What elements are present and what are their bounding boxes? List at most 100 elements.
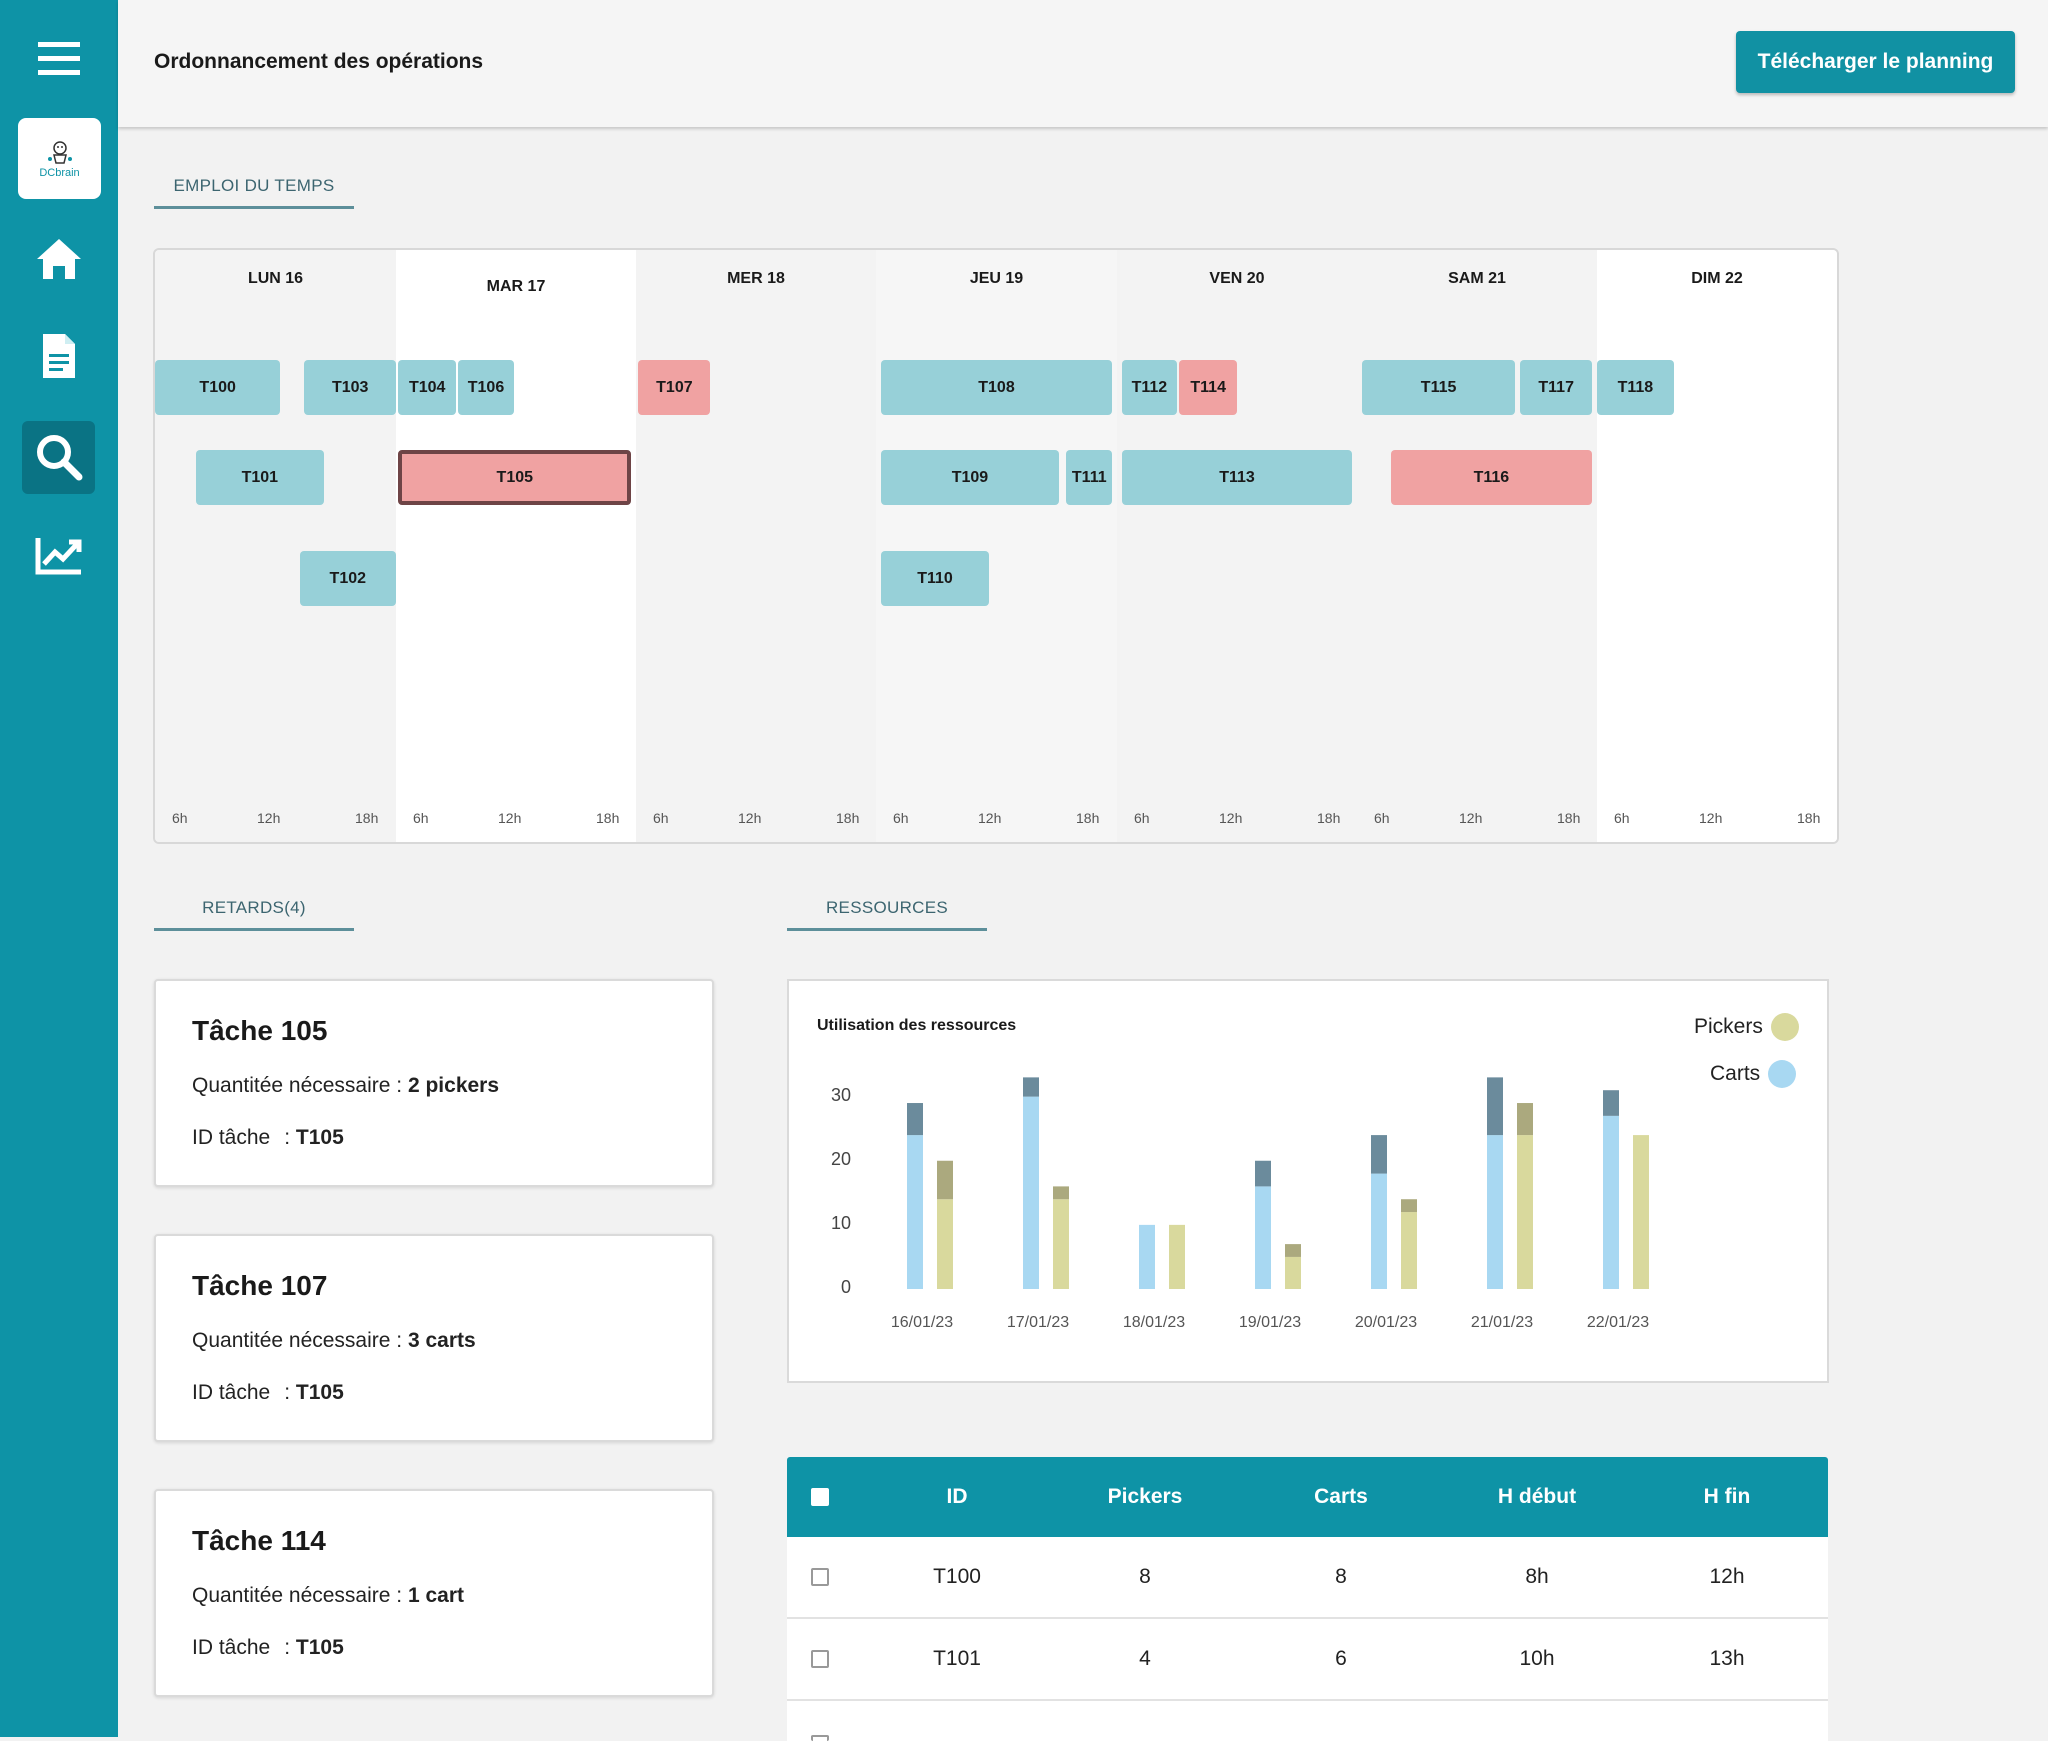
day-label: MER 18 bbox=[727, 270, 785, 287]
legend-pickers: Pickers bbox=[1694, 1013, 1799, 1041]
delay-card-quantity: Quantitée nécessaire : 2 pickers bbox=[192, 1074, 499, 1098]
day-column: VEN 20 6h 12h 18h bbox=[1117, 250, 1357, 842]
table-row[interactable]: T101 4 6 10h 13h bbox=[787, 1619, 1828, 1701]
hour-tick: 6h bbox=[1134, 810, 1150, 826]
day-column: MER 18 6h 12h 18h bbox=[636, 250, 876, 842]
task-t101[interactable]: T101 bbox=[195, 450, 324, 505]
id-separator: : bbox=[284, 1126, 291, 1149]
hour-tick: 6h bbox=[893, 810, 909, 826]
task-t115[interactable]: T115 bbox=[1361, 360, 1516, 415]
delay-card[interactable]: Tâche 107 Quantitée nécessaire : 3 carts I… bbox=[154, 1234, 714, 1442]
task-t117[interactable]: T117 bbox=[1520, 360, 1593, 415]
task-t107[interactable]: T107 bbox=[638, 360, 711, 415]
hour-tick: 12h bbox=[1459, 810, 1483, 826]
task-t111[interactable]: T111 bbox=[1066, 450, 1113, 505]
delay-card-id: ID tâche: T105 bbox=[192, 1381, 344, 1405]
hour-tick: 6h bbox=[653, 810, 669, 826]
bar-pickers bbox=[1285, 1256, 1301, 1289]
bar-carts bbox=[1603, 1115, 1619, 1289]
home-icon[interactable] bbox=[0, 234, 118, 284]
legend-pickers-label: Pickers bbox=[1694, 1015, 1763, 1038]
x-tick: 20/01/23 bbox=[1354, 1314, 1418, 1331]
task-t114[interactable]: T114 bbox=[1179, 360, 1237, 415]
task-t106[interactable]: T106 bbox=[458, 360, 514, 415]
bar-pickers-overflow bbox=[1517, 1103, 1533, 1136]
bar-carts-overflow bbox=[907, 1103, 923, 1136]
select-all-checkbox[interactable] bbox=[805, 1457, 835, 1537]
x-tick: 21/01/23 bbox=[1470, 1314, 1534, 1331]
table-header: ID Pickers Carts H début H fin bbox=[787, 1457, 1828, 1537]
bar-carts bbox=[1139, 1224, 1155, 1289]
task-t103[interactable]: T103 bbox=[304, 360, 396, 415]
search-active-bg bbox=[22, 421, 95, 494]
day-label: DIM 22 bbox=[1691, 270, 1743, 287]
x-tick: 19/01/23 bbox=[1238, 1314, 1302, 1331]
search-icon[interactable] bbox=[0, 432, 118, 482]
delay-card[interactable]: Tâche 114 Quantitée nécessaire : 1 cart ID… bbox=[154, 1489, 714, 1697]
hour-tick: 12h bbox=[978, 810, 1002, 826]
carts-dot bbox=[1768, 1060, 1797, 1088]
hour-tick: 12h bbox=[1219, 810, 1243, 826]
resource-chart: Utilisation des ressources Pickers Carts… bbox=[787, 979, 1829, 1383]
legend-carts: Carts bbox=[1710, 1060, 1797, 1088]
table-row[interactable]: T100 8 8 8h 12h bbox=[787, 1537, 1828, 1619]
day-column: LUN 16 6h 12h 18h bbox=[155, 250, 396, 842]
header-pickers[interactable]: Pickers bbox=[1107, 1485, 1183, 1508]
bar-pickers bbox=[937, 1199, 953, 1289]
tab-resources[interactable]: RESSOURCES bbox=[787, 898, 987, 931]
quantity-label: Quantitée nécessaire : bbox=[192, 1329, 403, 1352]
hour-tick: 18h bbox=[1317, 810, 1341, 826]
delay-card[interactable]: Tâche 105 Quantitée nécessaire : 2 picker… bbox=[154, 979, 714, 1187]
chart-title: Utilisation des ressources bbox=[817, 1017, 1017, 1034]
hour-tick: 6h bbox=[413, 810, 429, 826]
delay-card-quantity: Quantitée nécessaire : 3 carts bbox=[192, 1329, 476, 1353]
row-checkbox[interactable] bbox=[805, 1619, 835, 1699]
tab-delays[interactable]: RETARDS(4) bbox=[154, 898, 354, 931]
row-checkbox[interactable] bbox=[805, 1537, 835, 1617]
tab-schedule[interactable]: EMPLOI DU TEMPS bbox=[154, 176, 354, 209]
x-tick: 18/01/23 bbox=[1122, 1314, 1186, 1331]
x-tick: 17/01/23 bbox=[1006, 1314, 1070, 1331]
table-cell: 8 bbox=[1139, 1565, 1151, 1588]
task-t105[interactable]: T105 bbox=[398, 450, 632, 505]
robot-icon bbox=[47, 140, 72, 164]
id-value: T105 bbox=[295, 1636, 344, 1659]
download-planning-button[interactable]: Télécharger le planning bbox=[1736, 31, 2015, 93]
task-t102[interactable]: T102 bbox=[299, 551, 396, 606]
day-label: VEN 20 bbox=[1209, 270, 1265, 287]
task-t116[interactable]: T116 bbox=[1390, 450, 1593, 505]
chart-plot bbox=[907, 1077, 1649, 1289]
bar-pickers-overflow bbox=[937, 1160, 953, 1200]
task-t112[interactable]: T112 bbox=[1121, 360, 1177, 415]
task-t108[interactable]: T108 bbox=[880, 360, 1113, 415]
hour-tick: 18h bbox=[1797, 810, 1821, 826]
header-start[interactable]: H début bbox=[1497, 1485, 1577, 1508]
hour-tick: 12h bbox=[257, 810, 281, 826]
x-tick: 16/01/23 bbox=[890, 1314, 954, 1331]
quantity-label: Quantitée nécessaire : bbox=[192, 1584, 403, 1607]
bar-carts bbox=[1371, 1173, 1387, 1289]
table-cell: 12h bbox=[1709, 1565, 1745, 1588]
header-carts[interactable]: Carts bbox=[1314, 1485, 1368, 1508]
bar-pickers-overflow bbox=[1285, 1244, 1301, 1257]
dcbrain-logo[interactable]: DCbrain bbox=[18, 118, 101, 199]
table-row-partial bbox=[787, 1701, 1828, 1741]
task-t113[interactable]: T113 bbox=[1121, 450, 1353, 505]
chart-icon[interactable] bbox=[0, 534, 118, 578]
y-tick: 0 bbox=[840, 1277, 851, 1297]
menu-icon[interactable] bbox=[0, 38, 118, 80]
task-t100[interactable]: T100 bbox=[155, 360, 281, 415]
task-t110[interactable]: T110 bbox=[880, 551, 990, 606]
task-t109[interactable]: T109 bbox=[880, 450, 1060, 505]
header-end[interactable]: H fin bbox=[1703, 1485, 1751, 1508]
hour-tick: 6h bbox=[1614, 810, 1630, 826]
task-t118[interactable]: T118 bbox=[1597, 360, 1674, 415]
day-column: MAR 17 6h 12h 18h bbox=[396, 250, 636, 842]
document-icon[interactable] bbox=[0, 330, 118, 382]
bar-carts bbox=[1255, 1186, 1271, 1289]
hour-tick: 12h bbox=[738, 810, 762, 826]
task-t104[interactable]: T104 bbox=[398, 360, 456, 415]
day-label: LUN 16 bbox=[247, 270, 304, 287]
header-id[interactable]: ID bbox=[946, 1485, 968, 1508]
task-table: ID Pickers Carts H début H fin T100 8 8 8h 1… bbox=[787, 1457, 1828, 1741]
